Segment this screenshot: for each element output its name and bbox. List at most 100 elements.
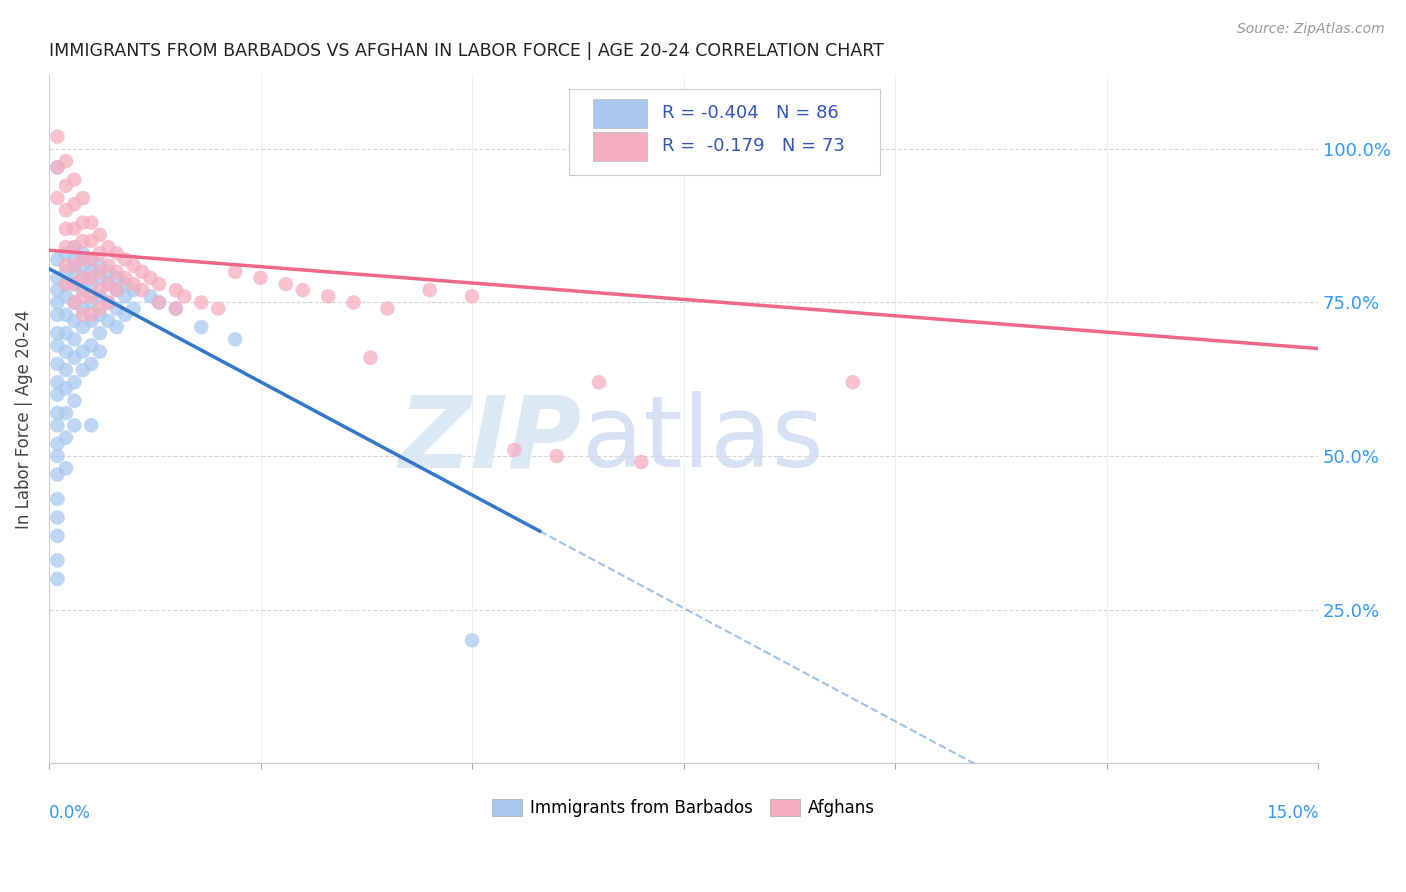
Point [842,376,865,390]
Point [122,301,145,316]
Point [55,259,77,273]
Point [190,295,212,310]
Point [105,265,128,279]
Point [72,301,94,316]
Point [55,406,77,420]
Point [291,283,314,297]
Point [105,301,128,316]
Point [89,259,111,273]
Legend: Immigrants from Barbados, Afghans: Immigrants from Barbados, Afghans [485,792,882,823]
Point [55,431,77,445]
Point [360,351,382,365]
Point [224,265,246,279]
Point [114,308,136,322]
Point [89,289,111,303]
Point [55,461,77,475]
Text: Source: ZipAtlas.com: Source: ZipAtlas.com [1237,22,1385,37]
Point [503,442,526,457]
Point [46,161,69,175]
Point [55,363,77,377]
Point [89,326,111,341]
Point [342,295,364,310]
Point [72,320,94,334]
Point [46,338,69,352]
Point [97,277,120,291]
Point [55,240,77,254]
Point [80,252,103,267]
Point [72,246,94,260]
Point [46,406,69,420]
Point [55,203,77,218]
Point [72,283,94,297]
Point [114,252,136,267]
Point [588,376,610,390]
Point [461,289,484,303]
Point [72,259,94,273]
Point [89,344,111,359]
Point [55,154,77,169]
Point [55,326,77,341]
Point [63,197,86,211]
Point [97,277,120,291]
Point [316,289,339,303]
Y-axis label: In Labor Force | Age 20-24: In Labor Force | Age 20-24 [15,310,32,529]
Point [131,265,153,279]
Point [63,172,86,186]
Point [97,259,120,273]
Point [46,467,69,482]
Point [46,129,69,144]
Point [80,271,103,285]
Point [419,283,441,297]
Point [630,455,652,469]
Point [80,314,103,328]
Point [105,283,128,297]
Point [89,227,111,242]
Text: ZIP: ZIP [399,392,582,488]
Point [80,277,103,291]
Point [148,295,170,310]
Point [63,314,86,328]
Point [461,633,484,648]
Point [55,381,77,395]
Point [63,277,86,291]
FancyBboxPatch shape [593,99,647,128]
Point [97,265,120,279]
Point [89,265,111,279]
Point [139,289,162,303]
Point [63,252,86,267]
Point [72,234,94,248]
Point [80,216,103,230]
Point [97,240,120,254]
Point [546,449,568,463]
Point [224,332,246,346]
Point [80,308,103,322]
Point [97,295,120,310]
Point [55,277,77,291]
Point [97,295,120,310]
Text: R =  -0.179   N = 73: R = -0.179 N = 73 [662,137,845,155]
Point [46,449,69,463]
Point [63,393,86,408]
Point [46,572,69,586]
Point [55,277,77,291]
Text: atlas: atlas [582,392,824,488]
Point [122,259,145,273]
Point [72,271,94,285]
Point [63,376,86,390]
Point [105,320,128,334]
Point [55,178,77,193]
Point [63,295,86,310]
Point [80,357,103,371]
Point [89,283,111,297]
Point [114,277,136,291]
Point [46,326,69,341]
Point [63,259,86,273]
Point [46,283,69,297]
Point [165,301,187,316]
Point [72,363,94,377]
FancyBboxPatch shape [593,132,647,161]
Point [46,191,69,205]
Point [80,252,103,267]
Point [72,216,94,230]
Point [63,240,86,254]
